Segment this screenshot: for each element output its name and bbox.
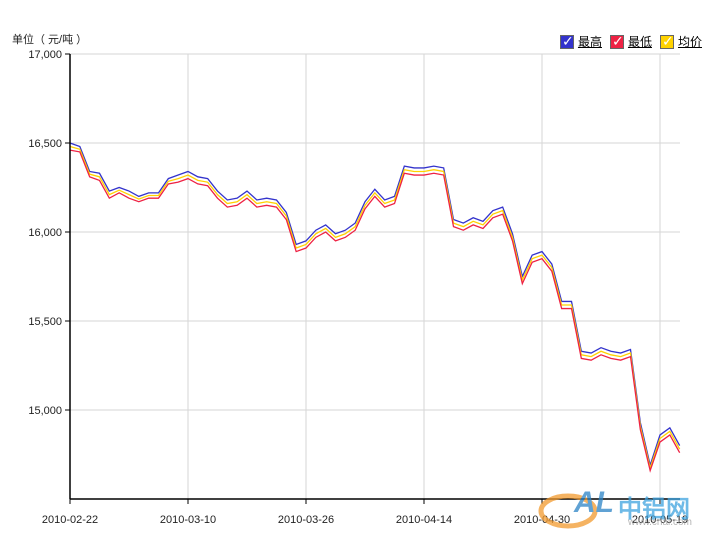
- legend-label[interactable]: 最高: [577, 35, 602, 49]
- x-tick-label: 2010-03-10: [160, 514, 216, 526]
- y-axis-unit-label: 单位（ 元/吨 ）: [12, 34, 88, 46]
- brand-name: 中铝网: [618, 496, 690, 523]
- y-axis-ticks: 15,000 15,500 16,000 16,500 17,000: [28, 49, 70, 417]
- legend-item-high[interactable]: 最高: [559, 33, 602, 50]
- legend-label[interactable]: 最低: [627, 35, 652, 49]
- legend-item-average[interactable]: 均价: [659, 33, 702, 50]
- y-tick-label: 17,000: [28, 49, 62, 61]
- x-tick-label: 2010-04-14: [396, 514, 452, 526]
- series-line-最高: [69, 142, 681, 468]
- x-axis-ticks: 2010-02-22 2010-03-10 2010-03-26 2010-04-14…: [42, 499, 688, 526]
- checkbox-icon[interactable]: [659, 33, 674, 50]
- series-lines: [69, 142, 681, 473]
- logo-ring-icon: [538, 493, 598, 529]
- checkbox-icon[interactable]: [609, 33, 624, 50]
- legend-label[interactable]: 均价: [677, 35, 702, 49]
- x-tick-label: 2010-02-22: [42, 514, 98, 526]
- brand-url: www.cnal.com: [628, 517, 692, 528]
- x-tick-label: 2010-03-26: [278, 514, 334, 526]
- series-line-最低: [69, 149, 681, 473]
- y-tick-label: 16,000: [28, 227, 62, 239]
- x-tick-label: 2010-05-19: [632, 514, 688, 526]
- legend-item-low[interactable]: 最低: [609, 33, 652, 50]
- checkbox-icon[interactable]: [559, 33, 574, 50]
- y-tick-label: 15,500: [28, 316, 62, 328]
- legend: 最高 最低 均价: [559, 33, 702, 50]
- watermark-logo: AL 中铝网 www.cnal.com: [538, 486, 698, 529]
- y-tick-label: 16,500: [28, 138, 62, 150]
- y-tick-label: 15,000: [28, 405, 62, 417]
- series-line-均价: [69, 145, 681, 471]
- gridlines: [69, 53, 680, 499]
- logo-text: AL: [574, 486, 614, 519]
